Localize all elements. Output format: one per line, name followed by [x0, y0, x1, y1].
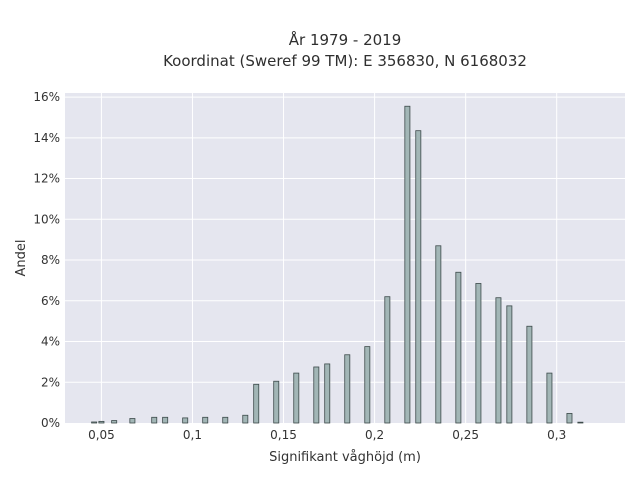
- histogram-bar: [253, 383, 260, 424]
- histogram-bar: [313, 366, 320, 424]
- y-tick-label: 0%: [41, 416, 60, 430]
- histogram-bar: [435, 245, 442, 424]
- x-tick-label: 0,05: [88, 428, 115, 442]
- y-tick-label: 2%: [41, 375, 60, 389]
- y-tick-label: 14%: [33, 131, 60, 145]
- x-axis-label: Signifikant våghöjd (m): [269, 450, 421, 465]
- chart-title-line1: År 1979 - 2019: [289, 30, 402, 49]
- histogram-bar: [222, 416, 229, 424]
- y-tick-label: 10%: [33, 212, 60, 226]
- histogram-bar: [273, 380, 280, 424]
- y-axis-ticks: 0% 2% 4% 6% 8% 10% 12% 14% 16%: [33, 90, 60, 430]
- histogram-bar: [242, 414, 249, 424]
- histogram-bar: [364, 346, 371, 424]
- histogram-bar: [129, 418, 136, 424]
- x-tick-label: 0,25: [452, 428, 479, 442]
- x-tick-label: 0,3: [547, 428, 566, 442]
- y-tick-label: 12%: [33, 172, 60, 186]
- y-tick-label: 16%: [33, 90, 60, 104]
- x-axis-ticks: 0,05 0,1 0,15 0,2 0,25 0,3: [88, 428, 566, 442]
- x-tick-label: 0,15: [270, 428, 297, 442]
- histogram-bar: [98, 420, 105, 424]
- histogram-bar: [162, 416, 169, 424]
- x-tick-label: 0,1: [183, 428, 202, 442]
- x-tick-label: 0,2: [365, 428, 384, 442]
- y-axis-label: Andel: [14, 240, 29, 277]
- histogram-bar: [475, 283, 482, 424]
- y-tick-label: 8%: [41, 253, 60, 267]
- gridlines: [65, 93, 625, 423]
- histogram-bar: [415, 130, 422, 424]
- histogram-bar: [546, 372, 553, 424]
- histogram-bar: [202, 416, 209, 424]
- y-tick-label: 6%: [41, 294, 60, 308]
- histogram-bar: [566, 413, 573, 424]
- histogram-bar: [344, 354, 351, 424]
- histogram-bar: [404, 105, 411, 424]
- histogram-bar: [324, 363, 331, 424]
- histogram-bar: [506, 305, 513, 424]
- histogram-bar: [151, 416, 158, 424]
- histogram-bar: [526, 325, 533, 424]
- histogram-bar: [384, 296, 391, 424]
- y-tick-label: 4%: [41, 335, 60, 349]
- histogram-bar: [455, 271, 462, 424]
- histogram-bar: [293, 372, 300, 424]
- histogram-bar: [577, 421, 584, 424]
- bars: [91, 105, 584, 424]
- histogram-bar: [91, 421, 98, 424]
- histogram-bar: [111, 420, 118, 424]
- histogram-bar: [495, 297, 502, 424]
- chart-title-line2: Koordinat (Sweref 99 TM): E 356830, N 61…: [163, 52, 527, 70]
- histogram-bar: [182, 417, 189, 424]
